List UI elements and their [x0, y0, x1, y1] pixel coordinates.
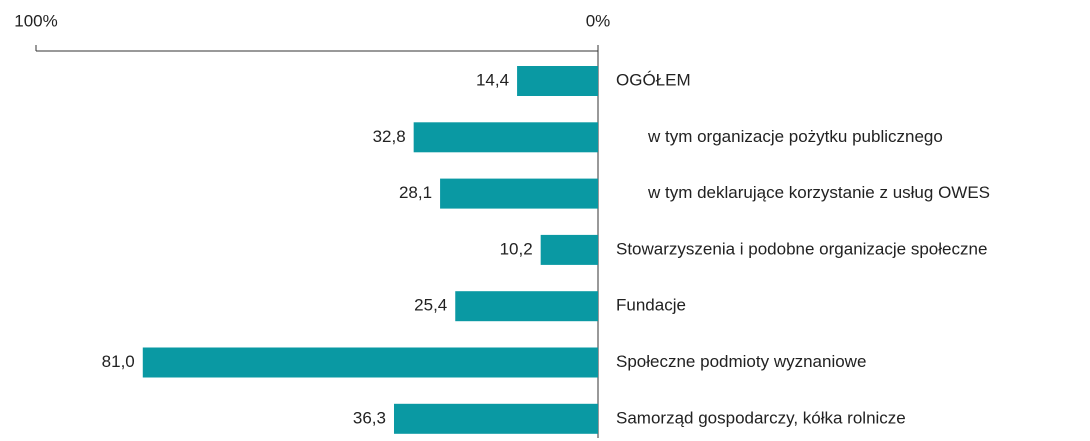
category-label: Społeczne podmioty wyznaniowe: [616, 352, 866, 371]
category-label: w tym deklarujące korzystanie z usług OW…: [647, 183, 990, 202]
value-label: 36,3: [353, 408, 386, 427]
value-label: 28,1: [399, 183, 432, 202]
value-label: 32,8: [373, 127, 406, 146]
bar: [413, 122, 598, 153]
x-tick-label: 0%: [586, 11, 611, 30]
value-label: 81,0: [102, 352, 135, 371]
bar: [142, 347, 598, 378]
bar: [393, 403, 598, 434]
category-label: w tym organizacje pożytku publicznego: [647, 127, 943, 146]
value-label: 14,4: [476, 70, 509, 89]
category-label: OGÓŁEM: [616, 70, 691, 89]
category-label: Fundacje: [616, 296, 686, 315]
value-label: 25,4: [414, 296, 447, 315]
bar: [517, 66, 598, 96]
bar: [540, 234, 598, 265]
bar: [455, 291, 598, 322]
category-label: Stowarzyszenia i podobne organizacje spo…: [616, 239, 987, 258]
category-label: Samorząd gospodarczy, kółka rolnicze: [616, 408, 906, 427]
x-tick-label: 100%: [14, 11, 57, 30]
value-label: 10,2: [500, 239, 533, 258]
bar: [440, 178, 598, 209]
